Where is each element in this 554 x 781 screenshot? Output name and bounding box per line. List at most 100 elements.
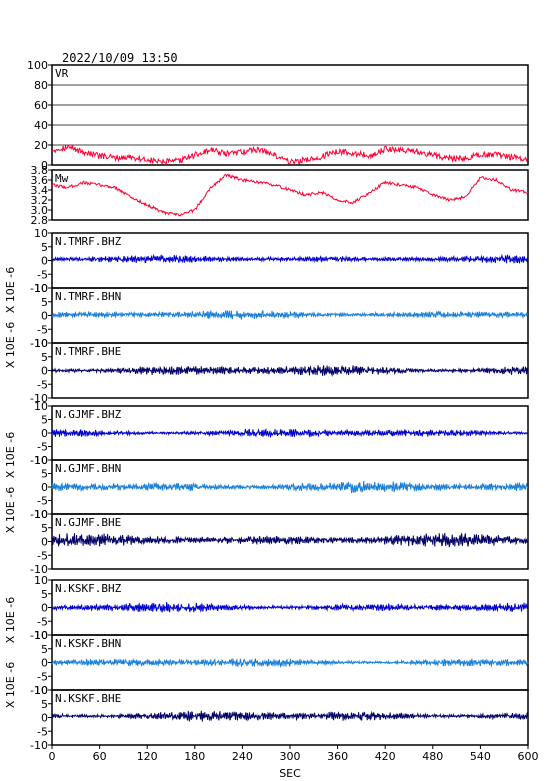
y-tick-label: 5 [41,351,48,364]
y-tick-label: 0 [41,481,48,494]
x-tick-label: 120 [137,750,158,763]
series-line [51,657,529,669]
y-axis-unit-label: X 10E -6 [4,267,17,313]
y-tick-label: -5 [37,441,48,454]
y-axis-unit-label: X 10E -6 [4,487,17,533]
x-axis: 0 60 120 180 240 300 360 420 480 540 600 [49,745,539,763]
y-tick-label: -5 [37,323,48,336]
y-tick-label: 20 [34,139,48,152]
y-tick-label: 5 [41,468,48,481]
x-tick-label: 600 [518,750,539,763]
x-tick-label: 300 [280,750,301,763]
y-tick-label: 5 [41,296,48,309]
y-tick-label: -5 [37,378,48,391]
y-tick-label: 10 [34,454,48,467]
y-tick-label: -10 [30,629,48,642]
y-tick-label: -5 [37,268,48,281]
y-tick-label: -5 [37,549,48,562]
y-tick-label: 5 [41,588,48,601]
x-tick-label: 360 [327,750,348,763]
y-tick-label: 100 [27,59,48,72]
y-tick-label: 5 [41,241,48,254]
panel-label: N.KSKF.BHE [55,692,121,705]
y-axis-unit-label: X 10E -6 [4,597,17,643]
panel-label: N.GJMF.BHN [55,462,121,475]
series-line [51,480,529,494]
y-tick-label: 2.8 [31,214,49,227]
y-tick-label: 5 [41,643,48,656]
y-axis-unit-label: X 10E -6 [4,662,17,708]
x-tick-label: 0 [49,750,56,763]
y-tick-label: 10 [34,629,48,642]
y-tick-label: 5 [41,698,48,711]
y-tick-label: -10 [30,508,48,521]
series-line [51,173,529,217]
y-tick-label: -5 [37,615,48,628]
y-tick-label: 3.6 [31,174,49,187]
y-tick-label: -10 [30,454,48,467]
series-line [51,601,529,613]
series-line [51,532,529,548]
panel-label: N.TMRF.BHN [55,290,121,303]
y-tick-label: 0 [41,255,48,268]
y-tick-label: 10 [34,574,48,587]
panel-label: Mw [55,172,69,185]
series-line [51,253,529,264]
y-tick-label: -10 [30,563,48,576]
y-axis-unit-label: X 10E -6 [4,322,17,368]
panel-frame [51,169,529,221]
series-line [52,364,529,377]
y-tick-label: 3.2 [31,194,49,207]
panel-label: N.TMRF.BHE [55,345,121,358]
y-tick-label: 10 [34,227,48,240]
y-tick-label: 0 [41,159,48,172]
y-tick-label: 10 [34,508,48,521]
y-tick-label: -10 [30,282,48,295]
y-tick-label: 3.4 [31,184,49,197]
panel-label: N.KSKF.BHN [55,637,121,650]
y-tick-label: 0 [41,427,48,440]
y-tick-label: -10 [30,337,48,350]
panel-mw: 3.83.63.43.23.02.8 Mw [31,164,529,227]
series-line [51,144,529,166]
y-tick-label: -10 [30,392,48,405]
y-tick-label: 40 [34,119,48,132]
panel-label: VR [55,67,69,80]
panel-vr: 100 80 60 40 20 0 VR [27,59,529,172]
y-tick-label: 10 [34,337,48,350]
series-line [51,427,529,438]
x-tick-label: 60 [93,750,107,763]
x-tick-label: 420 [375,750,396,763]
x-tick-label: 180 [184,750,205,763]
y-tick-label: -5 [37,495,48,508]
panel-label: N.GJMF.BHZ [55,408,122,421]
panels: 100806040200VR3.83.63.43.23.02.8Mw1050-5… [4,59,529,752]
y-tick-label: 0 [41,712,48,725]
y-tick-label: 5 [41,522,48,535]
panel-label: N.GJMF.BHE [55,516,121,529]
y-tick-label: -5 [37,670,48,683]
y-tick-label: 0 [41,536,48,549]
x-tick-label: 480 [422,750,443,763]
y-tick-label: 0 [41,310,48,323]
y-tick-label: -10 [30,684,48,697]
x-tick-label: 240 [232,750,253,763]
y-tick-label: 0 [41,602,48,615]
panel-label: N.TMRF.BHZ [55,235,122,248]
x-axis-label: SEC [279,767,301,780]
panel-frame [51,64,529,166]
y-tick-label: 10 [34,684,48,697]
y-tick-label: 0 [41,657,48,670]
series-line [51,309,528,320]
y-tick-label: 10 [34,400,48,413]
y-tick-label: 5 [41,414,48,427]
y-axis-unit-label: X 10E -6 [4,432,17,478]
figure-title: 2022/10/09 13:50 [62,51,178,65]
